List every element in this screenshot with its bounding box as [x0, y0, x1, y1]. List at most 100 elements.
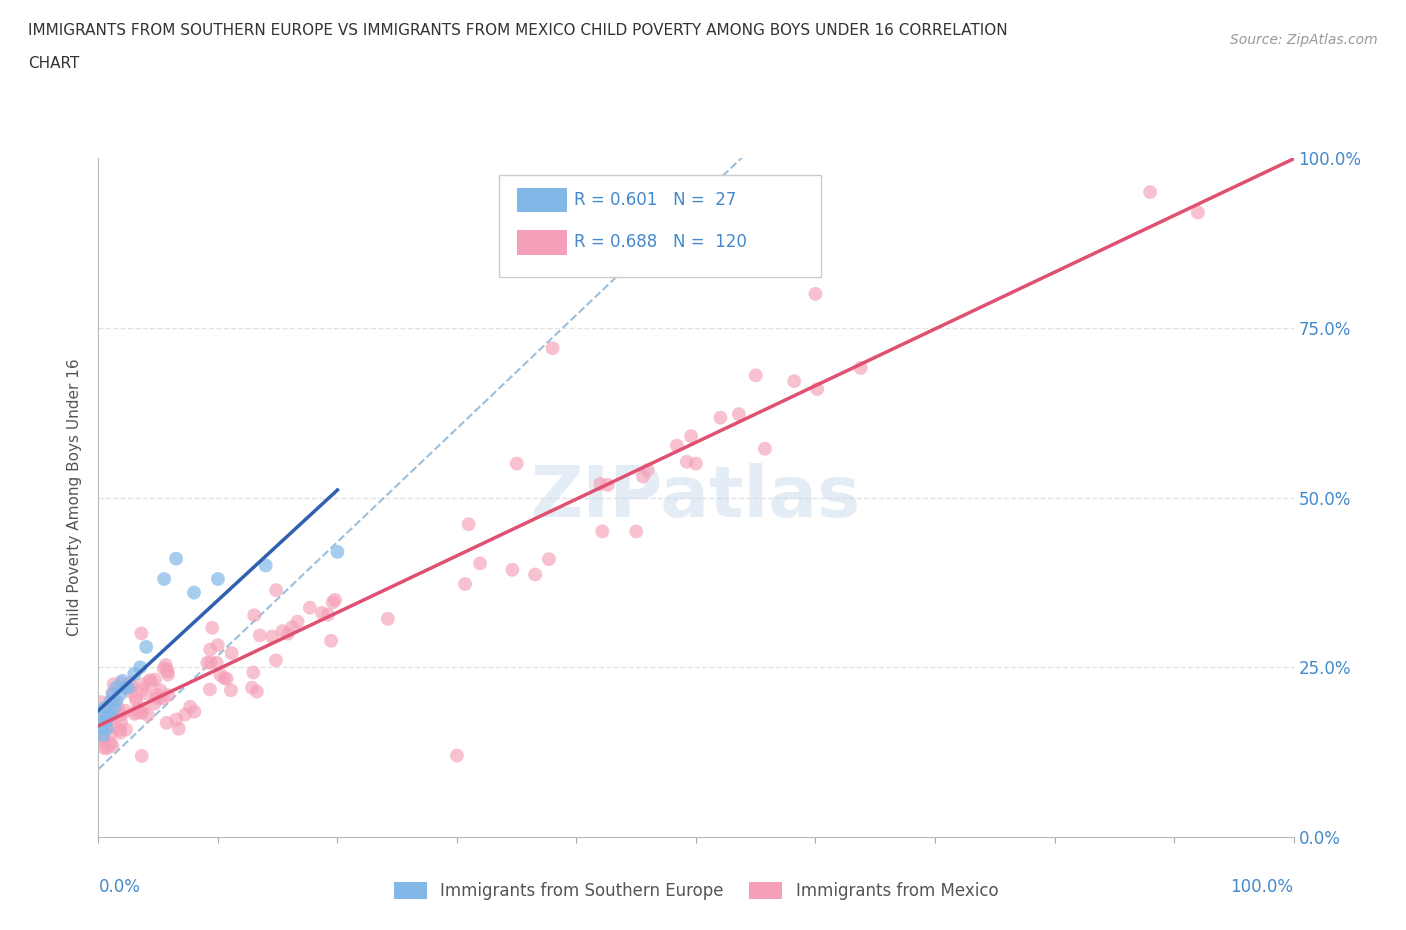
- Point: [195, 656, 218, 671]
- Point: [219, 683, 242, 698]
- Point: [167, 722, 190, 737]
- Point: [91, 702, 114, 717]
- Point: [596, 477, 619, 492]
- Point: [243, 608, 266, 623]
- Point: [326, 544, 349, 559]
- Point: [316, 607, 339, 622]
- Point: [114, 703, 136, 718]
- Point: [110, 708, 132, 723]
- Point: [131, 749, 153, 764]
- Point: [143, 697, 166, 711]
- Point: [541, 340, 564, 355]
- Point: [207, 572, 229, 587]
- Point: [115, 723, 138, 737]
- Point: [156, 715, 179, 730]
- Point: [101, 687, 124, 702]
- Point: [91, 727, 114, 742]
- Point: [100, 736, 122, 751]
- Point: [131, 705, 153, 720]
- Text: R = 0.601   N =  27: R = 0.601 N = 27: [574, 192, 737, 209]
- Point: [745, 368, 768, 383]
- Point: [179, 699, 201, 714]
- Point: [240, 680, 263, 695]
- Point: [110, 676, 132, 691]
- Point: [156, 664, 179, 679]
- Point: [94, 714, 117, 729]
- Point: [121, 679, 143, 694]
- Point: [114, 680, 136, 695]
- Point: [264, 583, 287, 598]
- Point: [108, 723, 131, 737]
- Point: [155, 658, 177, 672]
- Point: [125, 690, 148, 705]
- Point: [98, 708, 122, 723]
- Point: [103, 720, 125, 735]
- Point: [103, 700, 125, 715]
- Text: 100.0%: 100.0%: [1230, 878, 1294, 896]
- Point: [685, 457, 707, 472]
- Point: [501, 563, 523, 578]
- Point: [107, 700, 129, 715]
- Point: [110, 715, 132, 730]
- Point: [105, 680, 128, 695]
- Point: [124, 667, 146, 682]
- Point: [221, 645, 243, 660]
- Point: [506, 457, 529, 472]
- Point: [117, 680, 139, 695]
- Point: [183, 704, 205, 719]
- Point: [287, 614, 309, 629]
- Point: [298, 600, 321, 615]
- Point: [110, 725, 132, 740]
- Point: [101, 694, 124, 709]
- Point: [125, 694, 148, 709]
- Point: [728, 406, 751, 421]
- Point: [321, 633, 343, 648]
- Point: [136, 708, 159, 723]
- Point: [277, 626, 299, 641]
- Point: [207, 638, 229, 653]
- Point: [98, 694, 122, 709]
- Point: [111, 673, 134, 688]
- Point: [135, 640, 157, 655]
- Point: [589, 476, 612, 491]
- Point: [537, 551, 560, 566]
- Point: [454, 577, 477, 591]
- Point: [129, 660, 152, 675]
- Point: [131, 702, 153, 717]
- Point: [709, 410, 731, 425]
- Point: [91, 731, 114, 746]
- Point: [91, 708, 114, 723]
- Point: [141, 674, 163, 689]
- FancyBboxPatch shape: [517, 188, 567, 212]
- Point: [377, 611, 399, 626]
- Point: [156, 688, 179, 703]
- Point: [93, 735, 115, 750]
- Point: [1139, 185, 1161, 200]
- Point: [262, 629, 284, 644]
- Point: [631, 469, 654, 484]
- Text: R = 0.688   N =  120: R = 0.688 N = 120: [574, 233, 747, 251]
- Point: [153, 572, 176, 587]
- Point: [322, 595, 344, 610]
- Point: [138, 672, 160, 687]
- Point: [125, 705, 148, 720]
- Point: [806, 381, 828, 396]
- Point: [183, 585, 205, 600]
- Point: [198, 682, 221, 697]
- Point: [209, 668, 232, 683]
- Point: [1187, 205, 1209, 219]
- Point: [174, 707, 197, 722]
- Point: [124, 707, 146, 722]
- Point: [93, 700, 115, 715]
- Point: [626, 525, 648, 539]
- Point: [101, 685, 124, 700]
- Point: [156, 667, 179, 682]
- Point: [135, 686, 157, 701]
- Y-axis label: Child Poverty Among Boys Under 16: Child Poverty Among Boys Under 16: [67, 359, 83, 636]
- Point: [254, 558, 277, 573]
- Point: [264, 653, 287, 668]
- Point: [152, 691, 174, 706]
- Point: [101, 738, 124, 753]
- Point: [281, 620, 304, 635]
- Point: [100, 726, 122, 741]
